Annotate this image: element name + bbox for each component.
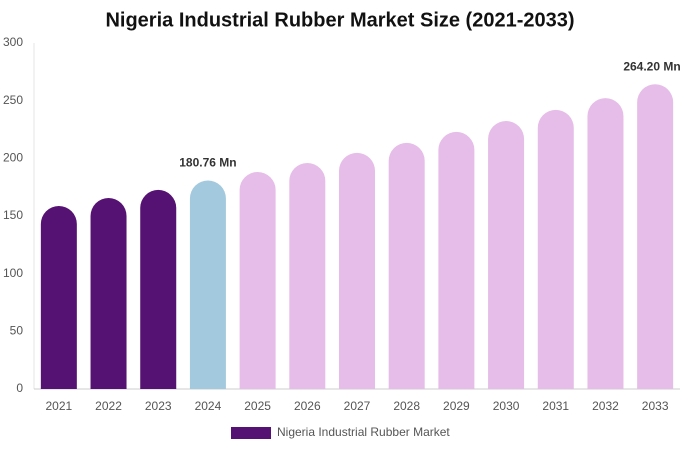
x-tick-label: 2025 [244,399,271,413]
bar [488,120,525,390]
legend-label: Nigeria Industrial Rubber Market [277,425,450,439]
bar [289,162,326,389]
chart-title: Nigeria Industrial Rubber Market Size (2… [105,9,574,31]
y-tick-label: 250 [3,93,23,107]
bar [189,180,226,389]
bar [438,131,475,389]
y-tick-label: 150 [3,208,23,222]
bar [90,198,127,389]
x-tick-label: 2021 [45,399,72,413]
x-tick-label: 2032 [592,399,619,413]
x-tick-label: 2030 [493,399,520,413]
x-tick-label: 2028 [393,399,420,413]
x-tick-label: 2029 [443,399,470,413]
x-tick-label: 2031 [542,399,569,413]
x-tick-label: 2026 [294,399,321,413]
bar [239,171,276,389]
bar [388,142,425,389]
bar [40,205,77,389]
data-label: 264.20 Mn [623,59,680,73]
x-tick-label: 2033 [642,399,669,413]
bar [140,189,177,389]
y-tick-label: 0 [16,381,23,395]
bar [339,152,375,389]
y-tick-label: 50 [10,324,24,338]
x-tick-label: 2024 [195,399,222,413]
bar [587,98,624,389]
x-tick-label: 2023 [145,399,172,413]
y-tick-label: 200 [3,151,23,165]
legend-swatch [231,427,271,439]
y-tick-label: 300 [3,35,23,49]
data-label: 180.76 Mn [179,156,236,170]
x-tick-label: 2027 [344,399,371,413]
y-tick-label: 100 [3,266,23,280]
x-tick-label: 2022 [95,399,122,413]
bar [537,109,574,389]
bar [637,84,674,389]
